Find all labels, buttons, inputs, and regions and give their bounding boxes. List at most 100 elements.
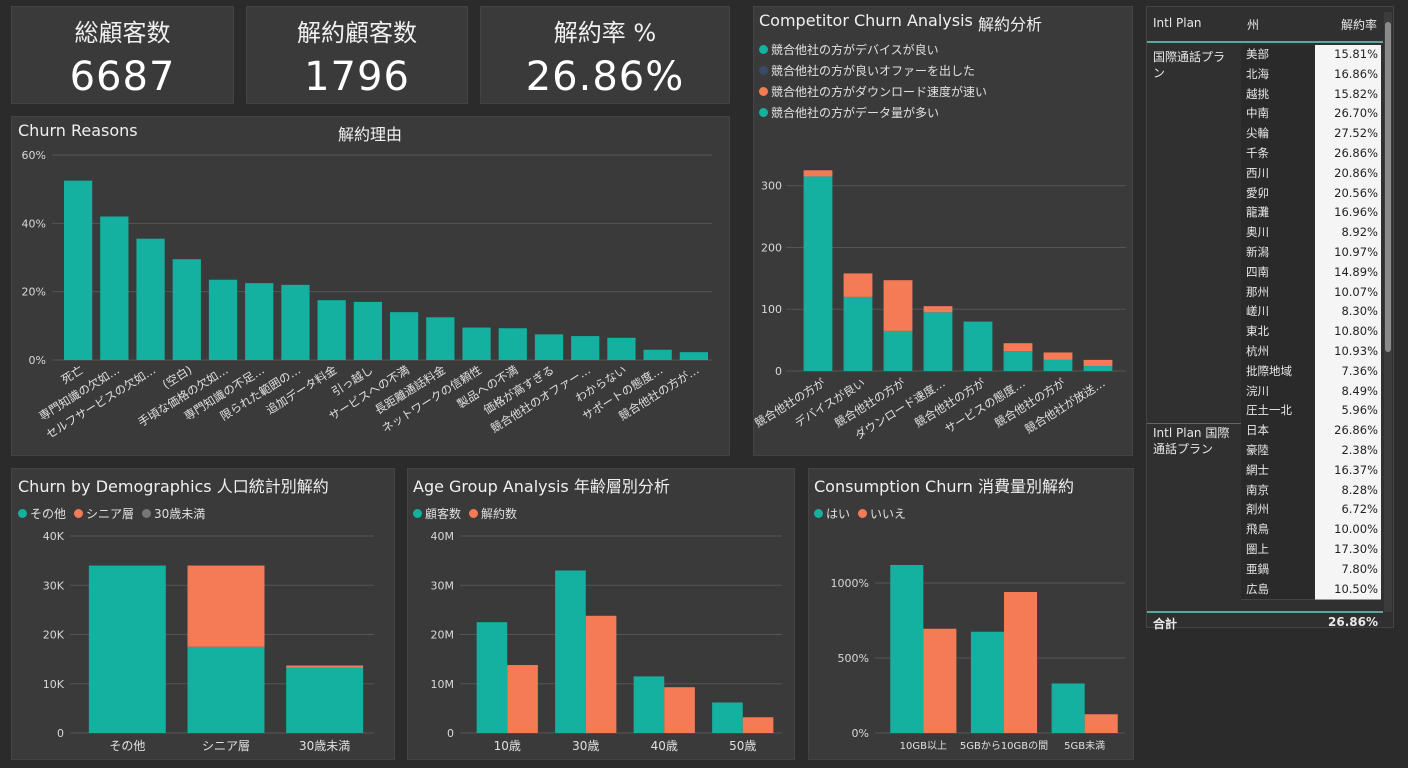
- table-row[interactable]: 南京 8.28%: [1147, 480, 1383, 502]
- legend-item[interactable]: 解約数: [469, 505, 517, 522]
- reasons-bar[interactable]: [643, 349, 672, 360]
- legend-item[interactable]: シニア層: [74, 505, 134, 522]
- legend-item[interactable]: 顧客数: [413, 505, 461, 522]
- comp-bar-segment[interactable]: [1043, 359, 1073, 371]
- age-bar[interactable]: [742, 717, 774, 733]
- table-row[interactable]: 東北 10.80%: [1147, 322, 1383, 343]
- table-row[interactable]: 批際地域 7.36%: [1147, 361, 1383, 383]
- table-row[interactable]: 豪陸 2.38%: [1147, 441, 1383, 462]
- comp-bar-segment[interactable]: [883, 280, 913, 331]
- table-row[interactable]: 浣川 8.49%: [1147, 381, 1383, 403]
- table-row[interactable]: 圏上 17.30%: [1147, 540, 1383, 561]
- table-row[interactable]: 嵯川 8.30%: [1147, 302, 1383, 324]
- consumption-chart[interactable]: 0% 500% 1000% 10GB以上 5GBから10GBの間 5GB未満: [809, 469, 1135, 761]
- cons-bar[interactable]: [1084, 714, 1118, 733]
- cons-bar[interactable]: [1004, 592, 1038, 733]
- table-row[interactable]: 奥川 8.92%: [1147, 223, 1383, 244]
- legend-item[interactable]: 競合他社の方が良いオファーを出した: [759, 60, 987, 81]
- comp-bar-segment[interactable]: [923, 312, 953, 371]
- age-chart[interactable]: 0 10M 20M 30M 40M 10歳 30歳 40歳 50歳: [408, 469, 796, 761]
- table-row[interactable]: 広島 10.50%: [1147, 579, 1383, 601]
- reasons-bar[interactable]: [462, 327, 491, 360]
- reasons-bar[interactable]: [136, 238, 165, 360]
- comp-bar-segment[interactable]: [883, 330, 913, 371]
- reasons-bar[interactable]: [534, 334, 564, 360]
- age-bar[interactable]: [664, 687, 695, 733]
- competitor-chart[interactable]: 0100200300競合他社の方がデバイスが良い競合他社の方がダウンロード速度……: [754, 7, 1134, 457]
- scrollbar-thumb[interactable]: [1385, 22, 1391, 352]
- table-row[interactable]: 亜鍋 7.80%: [1147, 559, 1383, 581]
- reasons-bar[interactable]: [389, 312, 419, 360]
- header-state[interactable]: 州: [1247, 18, 1260, 32]
- table-row[interactable]: 杭州 10.93%: [1147, 342, 1383, 363]
- cons-bar[interactable]: [970, 631, 1004, 733]
- age-bar[interactable]: [476, 622, 508, 733]
- demo-bar-segment[interactable]: [187, 565, 265, 647]
- churn-reasons-panel[interactable]: Churn Reasons 解約理由 0% 20% 40% 60% 死亡 専門知識の欠如……: [11, 116, 730, 456]
- table-row[interactable]: 北海 16.86%: [1147, 64, 1383, 86]
- header-intl-plan[interactable]: Intl Plan: [1153, 16, 1202, 30]
- reasons-bar[interactable]: [317, 300, 346, 360]
- table-row[interactable]: 飛鳥 10.00%: [1147, 520, 1383, 541]
- reasons-bar[interactable]: [679, 352, 709, 360]
- table-row[interactable]: 美部 15.81%: [1147, 45, 1383, 66]
- legend-item[interactable]: その他: [18, 505, 66, 522]
- reasons-bar[interactable]: [498, 328, 527, 360]
- table-row[interactable]: 日本 26.86%: [1147, 421, 1383, 442]
- table-row[interactable]: 西川 20.86%: [1147, 163, 1383, 185]
- table-row[interactable]: 剤州 6.72%: [1147, 500, 1383, 522]
- reasons-bar[interactable]: [571, 336, 600, 360]
- age-bar[interactable]: [507, 665, 538, 733]
- demo-bar-segment[interactable]: [286, 667, 364, 733]
- comp-bar-segment[interactable]: [923, 306, 953, 313]
- comp-bar-segment[interactable]: [803, 176, 833, 371]
- comp-bar-segment[interactable]: [963, 321, 993, 371]
- table-row[interactable]: 越挑 15.82%: [1147, 84, 1383, 106]
- age-bar[interactable]: [633, 676, 665, 733]
- table-row[interactable]: 四南 14.89%: [1147, 262, 1383, 284]
- demo-bar-segment[interactable]: [187, 646, 265, 733]
- cons-bar[interactable]: [923, 628, 957, 733]
- table-row[interactable]: 中南 26.70%: [1147, 104, 1383, 126]
- reasons-bar[interactable]: [353, 301, 383, 360]
- comp-bar-segment[interactable]: [1083, 359, 1113, 367]
- legend-item[interactable]: 競合他社の方がデータ量が多い: [759, 102, 987, 123]
- age-bar[interactable]: [585, 615, 617, 733]
- comp-bar-segment[interactable]: [843, 273, 873, 297]
- comp-bar-segment[interactable]: [803, 170, 833, 177]
- state-churn-table[interactable]: Intl Plan 州 解約率 国際通話プラン 美部 15.81% 北海 16.86% 越…: [1146, 6, 1394, 631]
- legend-item[interactable]: 30歳未満: [142, 505, 205, 522]
- age-bar[interactable]: [555, 570, 586, 733]
- table-row[interactable]: 那州 10.07%: [1147, 282, 1383, 304]
- legend-item[interactable]: 競合他社の方がデバイスが良い: [759, 39, 987, 60]
- reasons-bar[interactable]: [172, 259, 201, 360]
- demographics-panel[interactable]: Churn by Demographics 人口統計別解約 その他 シニア層 3…: [11, 468, 395, 760]
- reasons-bar[interactable]: [607, 337, 636, 360]
- demo-bar-segment[interactable]: [88, 565, 166, 733]
- comp-bar-segment[interactable]: [1083, 366, 1113, 371]
- table-row[interactable]: 愛卯 20.56%: [1147, 183, 1383, 205]
- reasons-bar[interactable]: [426, 317, 455, 360]
- table-row[interactable]: 千条 26.86%: [1147, 144, 1383, 165]
- comp-bar-segment[interactable]: [1003, 343, 1033, 352]
- reasons-bar[interactable]: [100, 216, 129, 361]
- consumption-panel[interactable]: Consumption Churn 消費量別解約 はい いいえ 0% 500% 10…: [808, 468, 1134, 760]
- table-row[interactable]: 圧土一北 5.96%: [1147, 401, 1383, 423]
- reasons-bar[interactable]: [63, 180, 93, 360]
- legend-item[interactable]: 競合他社の方がダウンロード速度が速い: [759, 81, 987, 102]
- age-bar[interactable]: [712, 702, 743, 733]
- demo-bar-segment[interactable]: [286, 665, 364, 668]
- table-row[interactable]: 尖輪 27.52%: [1147, 124, 1383, 145]
- age-panel[interactable]: Age Group Analysis 年齢層別分析 顧客数 解約数 0 10M 20…: [407, 468, 795, 760]
- comp-bar-segment[interactable]: [843, 296, 873, 371]
- reasons-bar[interactable]: [281, 284, 310, 360]
- comp-bar-segment[interactable]: [1003, 351, 1033, 371]
- legend-item[interactable]: いいえ: [858, 505, 906, 522]
- table-scrollbar[interactable]: [1384, 12, 1392, 612]
- header-churn-rate[interactable]: 解約率: [1340, 18, 1377, 32]
- comp-bar-segment[interactable]: [1043, 352, 1073, 360]
- cons-bar[interactable]: [1051, 683, 1085, 734]
- table-row[interactable]: 龍灘 16.96%: [1147, 203, 1383, 225]
